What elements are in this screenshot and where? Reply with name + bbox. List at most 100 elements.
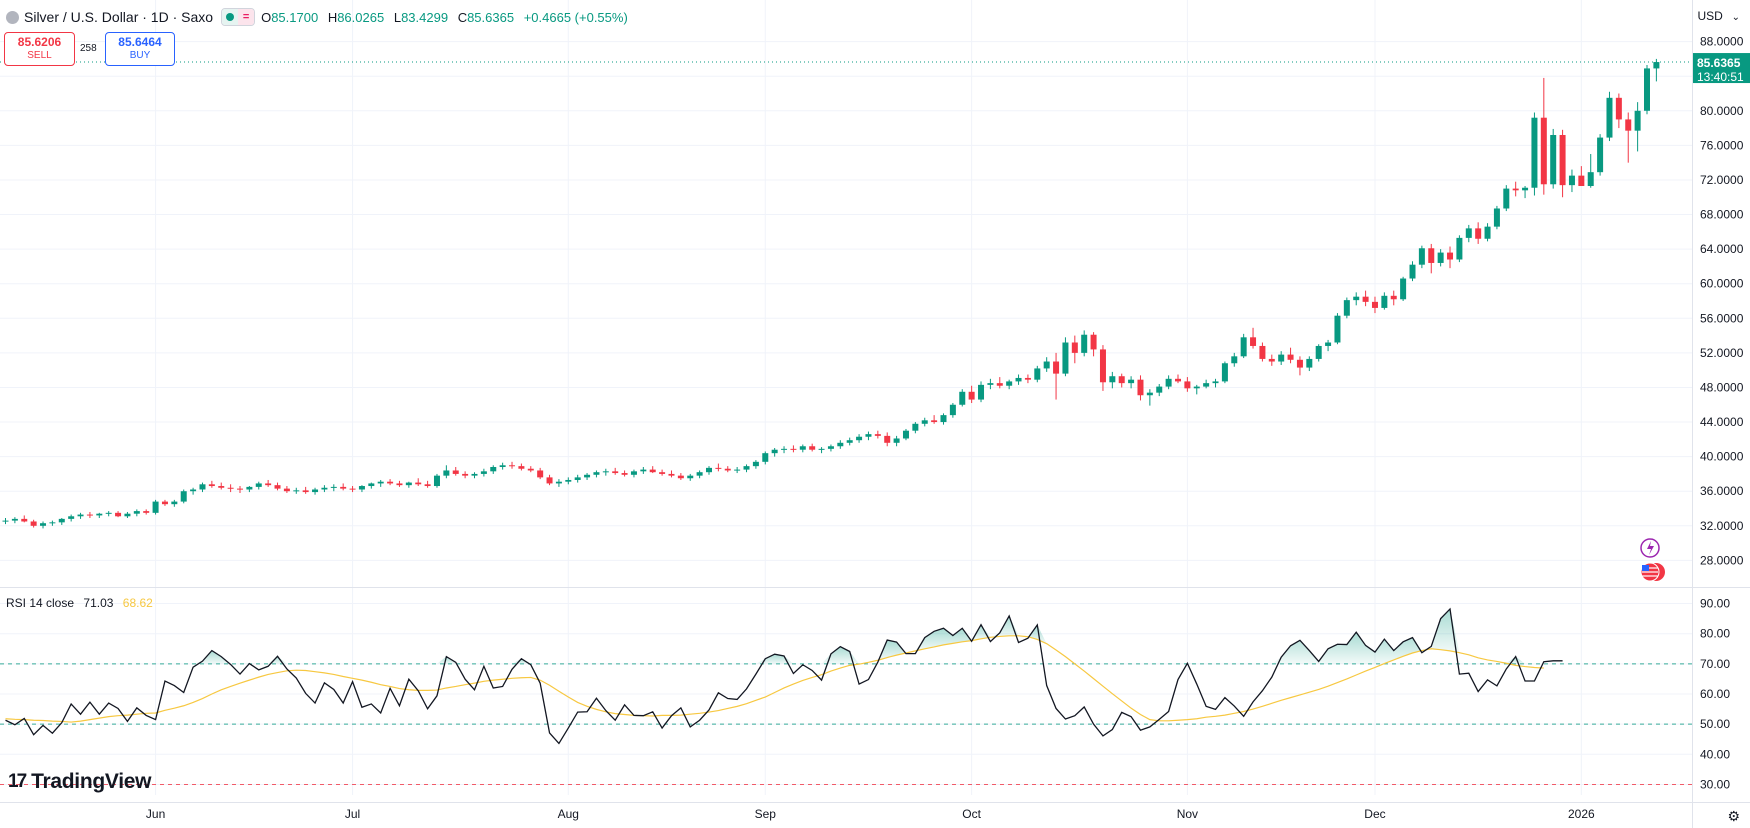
buy-button[interactable]: 85.6464 BUY — [105, 32, 175, 66]
price-tick-label: 28.0000 — [1700, 553, 1744, 567]
candle-body — [1043, 361, 1050, 369]
candle-body — [1268, 358, 1275, 362]
price-tick-label: 44.0000 — [1700, 415, 1744, 429]
silver-symbol-icon — [6, 10, 19, 24]
rsi-label: RSI 14 close — [6, 596, 75, 610]
candle-body — [1221, 363, 1228, 382]
low-value: 83.4299 — [401, 9, 449, 25]
candle-body — [1362, 296, 1369, 302]
candle-body — [987, 383, 994, 385]
candle-body — [1278, 354, 1285, 362]
candle-body — [1540, 117, 1547, 185]
symbol-title[interactable]: Silver / U.S. Dollar · 1D · Saxo — [24, 9, 214, 25]
candle-body — [227, 487, 234, 489]
candle-body — [706, 467, 712, 473]
candle-body — [302, 490, 309, 493]
market-open-icon[interactable] — [222, 9, 239, 25]
tradingview-logo[interactable]: 17 TradingView — [8, 770, 151, 794]
price-tick-label: 72.0000 — [1700, 173, 1744, 187]
sell-button[interactable]: 85.6206 SELL — [4, 32, 75, 66]
candle-body — [1315, 345, 1322, 359]
candle-body — [21, 518, 28, 522]
candle-body — [996, 383, 1003, 386]
market-status-toggle[interactable]: = — [221, 8, 256, 26]
candle-body — [1090, 334, 1097, 350]
candle-body — [790, 448, 797, 450]
candle-body — [1259, 345, 1266, 359]
rsi-overbought-fill — [821, 646, 860, 664]
x-tick-label: 2026 — [1568, 807, 1595, 821]
candle-body — [696, 472, 703, 476]
candle-body — [1512, 188, 1519, 191]
candle-body — [912, 423, 919, 431]
candle-body — [368, 483, 375, 487]
candle-body — [1062, 342, 1069, 374]
candle-body — [799, 446, 806, 450]
candle-body — [161, 501, 168, 505]
candle-body — [1146, 392, 1153, 396]
candle-body — [1006, 381, 1013, 386]
gear-icon[interactable]: ⚙ — [1727, 808, 1740, 824]
rsi-tick-label: 70.00 — [1700, 657, 1730, 671]
candle-body — [931, 420, 938, 423]
open-label: O — [261, 9, 272, 25]
spread-value: 258 — [80, 43, 97, 54]
open-value: 85.1700 — [271, 9, 319, 25]
candle-body — [1568, 175, 1575, 186]
equal-icon[interactable]: = — [238, 9, 255, 25]
candle-body — [1306, 358, 1313, 368]
candle-body — [152, 501, 159, 513]
candle-body — [893, 438, 900, 443]
candle-body — [396, 483, 403, 486]
candle-body — [818, 448, 825, 450]
candle-body — [1203, 383, 1210, 387]
currency-selector[interactable]: USD — [1697, 9, 1740, 23]
change-value: +0.4665 (+0.55%) — [523, 9, 628, 25]
candle-body — [443, 470, 450, 476]
x-tick-label: Dec — [1364, 807, 1385, 821]
candle-body — [546, 477, 553, 484]
high-label: H — [327, 9, 338, 25]
price-tick-label: 48.0000 — [1700, 380, 1744, 394]
candle-body — [433, 475, 440, 487]
price-tick-label: 52.0000 — [1700, 346, 1744, 360]
candle-body — [537, 470, 544, 478]
candle-body — [1015, 377, 1022, 382]
rsi-overbought-fill — [877, 640, 906, 661]
candle-body — [105, 512, 112, 514]
candle-body — [1184, 381, 1191, 389]
price-tick-label: 32.0000 — [1700, 519, 1744, 533]
candle-body — [143, 511, 150, 513]
candle-body — [902, 430, 909, 439]
candle-body — [1034, 368, 1041, 380]
low-label: L — [393, 9, 402, 25]
candle-body — [1597, 137, 1604, 173]
candle-body — [518, 466, 525, 469]
candle-body — [86, 514, 93, 516]
chart-header: Silver / U.S. Dollar · 1D · Saxo = O85.1… — [6, 8, 628, 26]
candle-body — [462, 473, 469, 476]
candle-body — [190, 489, 197, 492]
candle-body — [424, 484, 431, 487]
candle-body — [1484, 226, 1491, 239]
candle-body — [649, 469, 656, 473]
rsi-legend[interactable]: RSI 14 close 71.03 68.62 — [6, 596, 153, 610]
tradingview-text: TradingView — [31, 770, 152, 793]
candle-body — [752, 461, 759, 467]
candle-body — [1475, 228, 1482, 239]
rsi-ma-line — [5, 635, 1544, 723]
rsi-tick-label: 90.00 — [1700, 597, 1730, 611]
candle-body — [659, 472, 666, 474]
candle-body — [58, 518, 65, 523]
candle-body — [715, 467, 722, 469]
candle-body — [1128, 379, 1135, 384]
candle-body — [30, 521, 37, 526]
candle-body — [452, 470, 459, 474]
candle-body — [1587, 172, 1594, 187]
candle-body — [349, 488, 356, 490]
candle-body — [949, 404, 956, 416]
candle-body — [668, 473, 675, 476]
candle-body — [1118, 376, 1125, 384]
